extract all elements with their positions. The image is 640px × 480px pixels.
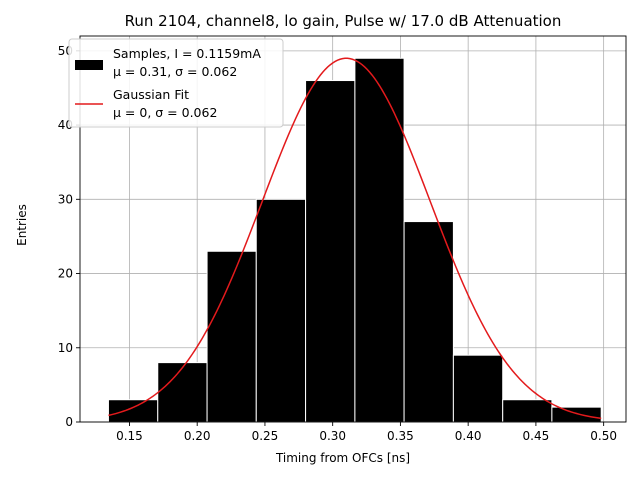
histogram-bar bbox=[551, 406, 602, 423]
x-tick-label: 0.20 bbox=[184, 429, 211, 443]
x-tick-label: 0.50 bbox=[590, 429, 617, 443]
legend-label-fit-stats: μ = 0, σ = 0.062 bbox=[113, 105, 217, 120]
legend-label-samples-stats: μ = 0.31, σ = 0.062 bbox=[113, 64, 237, 79]
x-tick-label: 0.35 bbox=[387, 429, 414, 443]
histogram-bars bbox=[107, 57, 602, 423]
x-axis-ticks: 0.15 0.20 0.25 0.30 0.35 0.40 0.45 0.50 bbox=[116, 422, 617, 443]
legend-label-samples: Samples, I = 0.1159mA bbox=[113, 46, 261, 61]
y-tick-label: 10 bbox=[58, 341, 73, 355]
x-tick-label: 0.40 bbox=[455, 429, 482, 443]
histogram-bar bbox=[107, 399, 159, 423]
histogram-bar bbox=[305, 80, 356, 423]
y-tick-label: 0 bbox=[65, 415, 73, 429]
histogram-bar bbox=[403, 221, 454, 423]
plot-frame bbox=[79, 35, 627, 423]
x-tick-label: 0.15 bbox=[116, 429, 143, 443]
x-tick-label: 0.45 bbox=[523, 429, 550, 443]
legend-label-fit: Gaussian Fit bbox=[113, 87, 189, 102]
x-tick-label: 0.30 bbox=[319, 429, 346, 443]
legend-box bbox=[68, 38, 284, 128]
gaussian-fit-curve bbox=[108, 57, 602, 420]
histogram-bar bbox=[452, 354, 504, 423]
histogram-bar bbox=[255, 198, 307, 423]
histogram-bar bbox=[502, 399, 553, 423]
histogram-bar bbox=[157, 362, 208, 423]
x-axis-label: Timing from OFCs [ns] bbox=[275, 451, 410, 465]
y-tick-label: 30 bbox=[58, 192, 73, 206]
x-tick-label: 0.25 bbox=[252, 429, 279, 443]
legend: Samples, I = 0.1159mA μ = 0.31, σ = 0.06… bbox=[68, 38, 284, 128]
legend-swatch-samples bbox=[75, 60, 103, 70]
chart-title: Run 2104, channel8, lo gain, Pulse w/ 17… bbox=[125, 12, 562, 30]
y-axis-label: Entries bbox=[15, 204, 29, 246]
y-tick-label: 20 bbox=[58, 267, 73, 281]
histogram-bar bbox=[354, 57, 405, 423]
